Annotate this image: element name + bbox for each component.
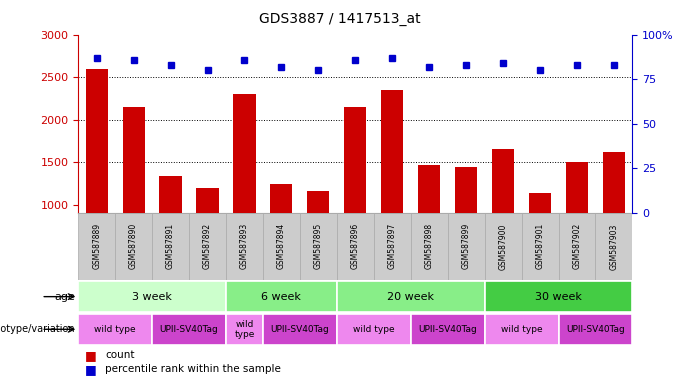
- Bar: [263, 213, 300, 280]
- Text: wild type: wild type: [353, 325, 394, 334]
- Bar: [344, 107, 367, 213]
- Bar: [233, 94, 256, 213]
- Text: 6 week: 6 week: [262, 291, 301, 302]
- Text: wild
type: wild type: [235, 319, 254, 339]
- Bar: [115, 213, 152, 280]
- Bar: [78, 281, 226, 312]
- Text: GSM587900: GSM587900: [498, 223, 507, 270]
- Text: UPII-SV40Tag: UPII-SV40Tag: [160, 325, 218, 334]
- Bar: [226, 281, 337, 312]
- Bar: [485, 213, 522, 280]
- Bar: [492, 149, 514, 213]
- Text: 20 week: 20 week: [387, 291, 435, 302]
- Bar: [337, 281, 485, 312]
- Text: GSM587892: GSM587892: [203, 223, 212, 269]
- Bar: [485, 281, 632, 312]
- Bar: [411, 213, 447, 280]
- Text: age: age: [54, 291, 75, 302]
- Bar: [78, 213, 115, 280]
- Bar: [522, 213, 558, 280]
- Text: UPII-SV40Tag: UPII-SV40Tag: [566, 325, 625, 334]
- Text: genotype/variation: genotype/variation: [0, 324, 75, 334]
- Bar: [596, 213, 632, 280]
- Bar: [381, 90, 403, 213]
- Bar: [558, 314, 632, 345]
- Bar: [558, 213, 596, 280]
- Bar: [485, 314, 558, 345]
- Text: 3 week: 3 week: [132, 291, 172, 302]
- Text: GSM587897: GSM587897: [388, 223, 396, 270]
- Bar: [271, 184, 292, 213]
- Bar: [603, 152, 625, 213]
- Text: 30 week: 30 week: [535, 291, 582, 302]
- Text: UPII-SV40Tag: UPII-SV40Tag: [271, 325, 329, 334]
- Text: GDS3887 / 1417513_at: GDS3887 / 1417513_at: [259, 12, 421, 25]
- Text: GSM587901: GSM587901: [536, 223, 545, 270]
- Bar: [529, 193, 551, 213]
- Text: GSM587889: GSM587889: [92, 223, 101, 269]
- Text: GSM587895: GSM587895: [314, 223, 323, 270]
- Text: UPII-SV40Tag: UPII-SV40Tag: [418, 325, 477, 334]
- Bar: [455, 167, 477, 213]
- Bar: [263, 314, 337, 345]
- Bar: [411, 314, 485, 345]
- Text: GSM587898: GSM587898: [425, 223, 434, 269]
- Bar: [300, 213, 337, 280]
- Text: wild type: wild type: [500, 325, 543, 334]
- Text: GSM587894: GSM587894: [277, 223, 286, 270]
- Text: GSM587903: GSM587903: [609, 223, 618, 270]
- Bar: [189, 213, 226, 280]
- Text: GSM587893: GSM587893: [240, 223, 249, 270]
- Bar: [152, 314, 226, 345]
- Bar: [78, 314, 152, 345]
- Text: ■: ■: [85, 363, 97, 376]
- Text: GSM587891: GSM587891: [166, 223, 175, 269]
- Bar: [307, 191, 329, 213]
- Bar: [447, 213, 485, 280]
- Bar: [337, 213, 374, 280]
- Text: wild type: wild type: [95, 325, 136, 334]
- Text: count: count: [105, 350, 135, 360]
- Text: GSM587902: GSM587902: [573, 223, 581, 270]
- Text: percentile rank within the sample: percentile rank within the sample: [105, 364, 282, 374]
- Bar: [226, 314, 263, 345]
- Bar: [160, 176, 182, 213]
- Bar: [152, 213, 189, 280]
- Bar: [226, 213, 263, 280]
- Bar: [122, 107, 145, 213]
- Bar: [374, 213, 411, 280]
- Text: GSM587899: GSM587899: [462, 223, 471, 270]
- Bar: [197, 188, 218, 213]
- Bar: [566, 162, 588, 213]
- Text: GSM587896: GSM587896: [351, 223, 360, 270]
- Bar: [337, 314, 411, 345]
- Text: GSM587890: GSM587890: [129, 223, 138, 270]
- Bar: [86, 69, 107, 213]
- Text: ■: ■: [85, 349, 97, 362]
- Bar: [418, 165, 440, 213]
